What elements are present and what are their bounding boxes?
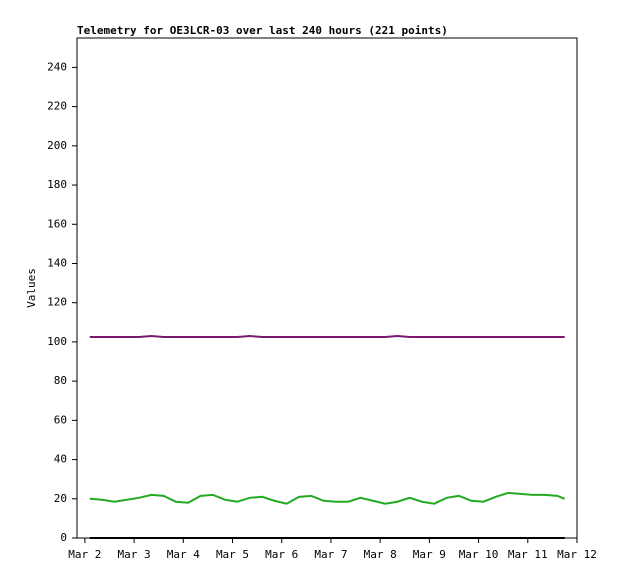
y-axis-label: Values	[25, 268, 38, 308]
y-tick-label: 200	[47, 139, 67, 152]
y-tick-label: 220	[47, 100, 67, 113]
x-tick-label: Mar 11	[508, 548, 548, 561]
x-tick-label: Mar 10	[459, 548, 499, 561]
y-tick-label: 100	[47, 335, 67, 348]
x-tick-label: Mar 6	[265, 548, 298, 561]
x-tick-label: Mar 8	[364, 548, 397, 561]
y-tick-label: 40	[54, 453, 67, 466]
y-tick-label: 180	[47, 178, 67, 191]
series-line	[89, 335, 565, 339]
x-tick-label: Mar 3	[118, 548, 151, 561]
y-tick-label: 140	[47, 256, 67, 269]
x-tick-label: Mar 4	[167, 548, 200, 561]
y-tick-label: 160	[47, 217, 67, 230]
y-tick-label: 60	[54, 413, 67, 426]
x-tick-label: Mar 5	[216, 548, 249, 561]
chart-title: Telemetry for OE3LCR-03 over last 240 ho…	[77, 24, 448, 37]
y-tick-label: 20	[54, 492, 67, 505]
x-tick-label: Mar 12	[557, 548, 597, 561]
plot-frame	[76, 37, 578, 539]
x-tick-label: Mar 9	[413, 548, 446, 561]
y-tick-label: 0	[60, 531, 67, 544]
y-tick-label: 120	[47, 296, 67, 309]
y-tick-label: 80	[54, 374, 67, 387]
x-tick-label: Mar 7	[314, 548, 347, 561]
series-line	[89, 491, 566, 505]
x-tick-label: Mar 2	[68, 548, 101, 561]
y-tick-label: 240	[47, 60, 67, 73]
